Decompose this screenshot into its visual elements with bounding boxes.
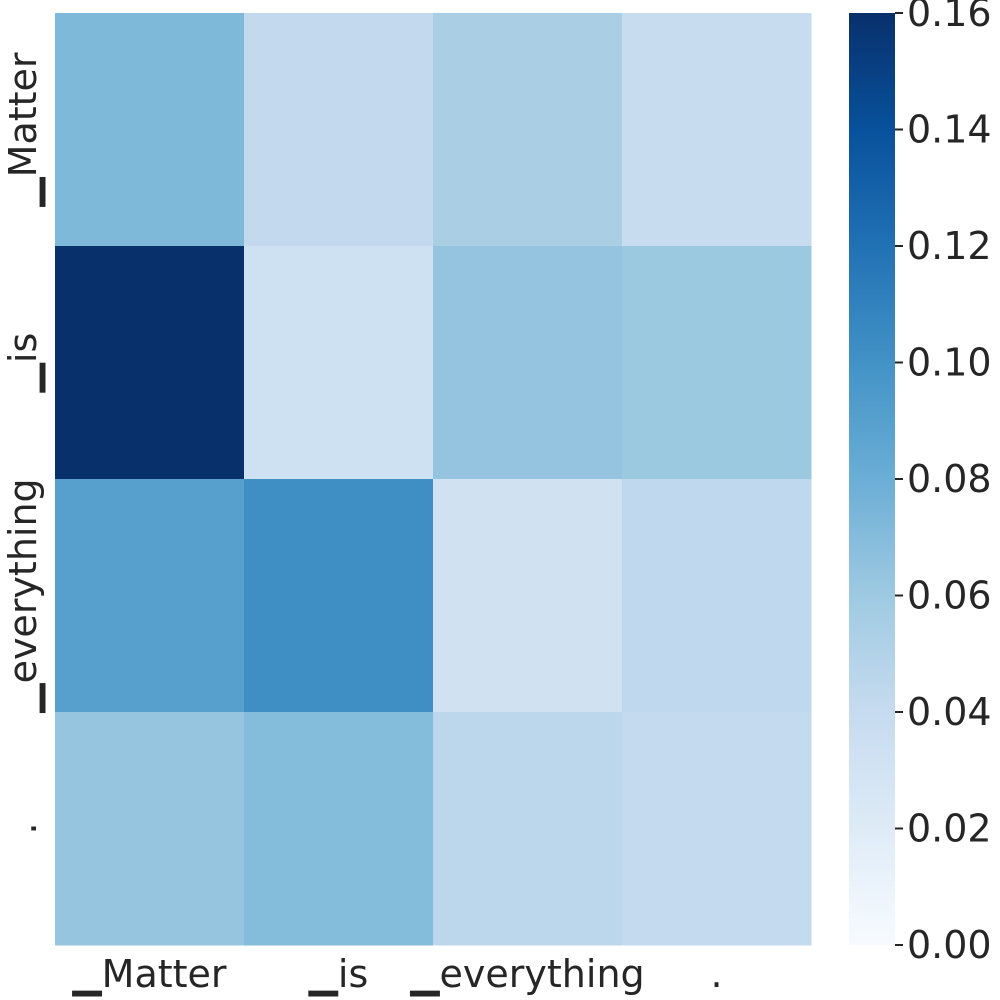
y-tick-label: ▁Matter — [1, 52, 46, 207]
colorbar-tick-label: 0.08 — [907, 457, 992, 501]
heatmap-cell-r2-c1 — [244, 479, 434, 713]
y-tick-labels: ▁Matter ▁is ▁everything. — [1, 52, 46, 834]
x-tick-label: ▁Matter — [71, 952, 226, 997]
heatmap-cell-r0-c1 — [244, 13, 434, 247]
colorbar-tick-label: 0.00 — [907, 923, 992, 967]
colorbar-tick-label: 0.12 — [907, 224, 992, 268]
colorbar-tick-label: 0.02 — [907, 807, 992, 851]
heatmap-cell-r3-c0 — [55, 712, 245, 946]
colorbar-tick-label: 0.16 — [907, 0, 992, 35]
heatmap-cell-r2-c2 — [433, 479, 623, 713]
heatmap-cell-r0-c2 — [433, 13, 623, 247]
heatmap-cell-r0-c0 — [55, 13, 245, 247]
heatmap-cell-r0-c3 — [622, 13, 812, 247]
colorbar-tick-label: 0.04 — [907, 690, 992, 734]
x-tick-labels: ▁Matter ▁is ▁everything. — [71, 952, 722, 997]
y-tick-label: ▁everything — [1, 478, 46, 713]
colorbar — [849, 13, 895, 945]
colorbar-tick-label: 0.06 — [907, 574, 992, 618]
heatmap-cells — [55, 13, 812, 946]
heatmap-cell-r3-c2 — [433, 712, 623, 946]
heatmap-cell-r1-c3 — [622, 246, 812, 480]
x-tick-label: ▁is — [308, 952, 369, 997]
y-tick-label: ▁is — [1, 333, 46, 394]
heatmap-cell-r3-c3 — [622, 712, 812, 946]
heatmap-cell-r1-c0 — [55, 246, 245, 480]
heatmap-cell-r3-c1 — [244, 712, 434, 946]
heatmap-cell-r2-c3 — [622, 479, 812, 713]
x-tick-label: ▁everything — [409, 952, 644, 997]
colorbar-tick-label: 0.14 — [907, 108, 992, 152]
heatmap-cell-r2-c0 — [55, 479, 245, 713]
y-tick-label: . — [1, 822, 45, 834]
heatmap-cell-r1-c1 — [244, 246, 434, 480]
heatmap-cell-r1-c2 — [433, 246, 623, 480]
x-tick-label: . — [710, 952, 722, 996]
colorbar-tick-label: 0.10 — [907, 341, 992, 385]
colorbar-ticks: 0.00 0.02 0.04 0.06 0.08 0.10 0.12 0.14 0.16 — [895, 0, 992, 967]
